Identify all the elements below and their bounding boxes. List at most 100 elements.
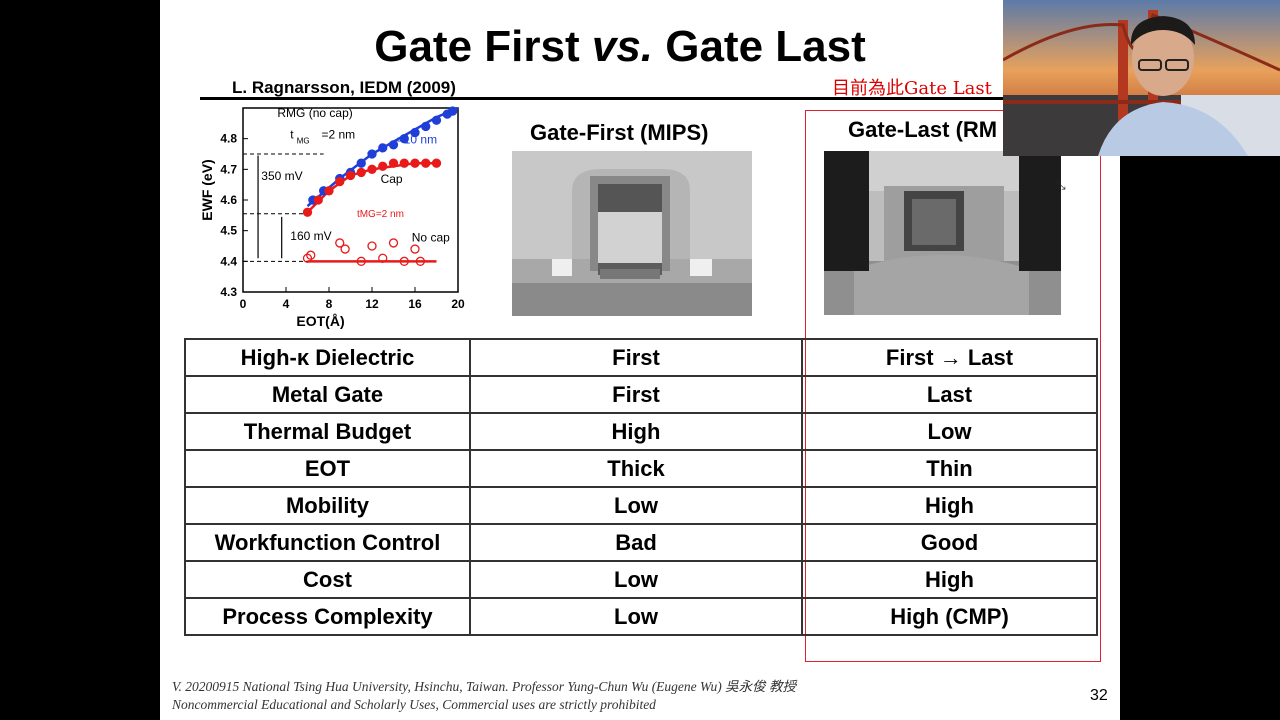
annotation-350mv: 350 mV bbox=[261, 169, 302, 183]
data-point bbox=[410, 127, 420, 138]
row-label: Mobility bbox=[184, 486, 471, 525]
annotation-cap: Cap bbox=[381, 172, 403, 186]
data-point bbox=[313, 195, 323, 205]
data-point bbox=[356, 158, 366, 168]
title-divider bbox=[200, 97, 1040, 100]
y-tick-label: 4.5 bbox=[220, 224, 237, 238]
table-row: High-κ Dielectric First First → Last bbox=[184, 338, 1098, 377]
page-number: 32 bbox=[1090, 687, 1108, 704]
data-point bbox=[410, 158, 420, 168]
webcam-frame bbox=[1003, 0, 1280, 156]
data-point bbox=[431, 158, 442, 168]
data-point bbox=[340, 244, 350, 254]
fit-line bbox=[306, 106, 459, 208]
data-point bbox=[421, 121, 431, 132]
table-row: Workfunction Control Bad Good bbox=[184, 523, 1098, 562]
footer-copyright: V. 20200915 National Tsing Hua Universit… bbox=[172, 679, 797, 694]
table-row: Mobility Low High bbox=[184, 486, 1098, 525]
x-tick-label: 20 bbox=[451, 297, 465, 311]
data-point bbox=[302, 207, 313, 217]
title-text-a: Gate First bbox=[374, 22, 592, 71]
row-label: Process Complexity bbox=[184, 597, 471, 636]
gate-last-tem-picture bbox=[824, 151, 1061, 315]
data-point bbox=[367, 149, 377, 159]
gate-last-value: Good bbox=[801, 523, 1098, 562]
data-point bbox=[324, 186, 334, 196]
gate-last-value: High bbox=[801, 560, 1098, 599]
annotation-rmg: RMG (no cap) bbox=[277, 106, 352, 120]
data-point bbox=[399, 256, 409, 266]
presenter-webcam-video[interactable] bbox=[1003, 0, 1280, 156]
annotation-mg-sub: MG bbox=[297, 136, 310, 145]
gate-last-value: Last bbox=[801, 375, 1098, 414]
annotation-2nm: =2 nm bbox=[321, 128, 355, 142]
gate-first-label: Gate-First (MIPS) bbox=[530, 120, 709, 145]
x-tick-label: 8 bbox=[326, 297, 333, 311]
table-row: Thermal Budget High Low bbox=[184, 412, 1098, 451]
row-label: High-κ Dielectric bbox=[184, 338, 471, 377]
gate-first-value: First bbox=[469, 375, 803, 414]
gate-first-value: Low bbox=[469, 486, 803, 525]
gate-first-value: Bad bbox=[469, 523, 803, 562]
y-tick-label: 4.7 bbox=[220, 162, 237, 176]
data-point bbox=[378, 253, 388, 263]
footer-usage-notice: Noncommercial Educational and Scholarly … bbox=[172, 697, 656, 712]
data-point bbox=[410, 244, 420, 254]
gate-first-value: Thick bbox=[469, 449, 803, 488]
gate-last-value: First → Last bbox=[801, 338, 1098, 377]
gate-last-value: High bbox=[801, 486, 1098, 525]
gate-last-value: Low bbox=[801, 412, 1098, 451]
title-text-b: Gate Last bbox=[653, 22, 866, 71]
data-point bbox=[388, 140, 399, 150]
annotation-note: 目前為此Gate Last bbox=[832, 78, 992, 99]
slide-title: Gate First vs. Gate Last bbox=[160, 22, 1080, 72]
gate-first-value: Low bbox=[469, 560, 803, 599]
x-axis-label: EOT(Å) bbox=[296, 313, 344, 329]
x-tick-label: 12 bbox=[365, 297, 379, 311]
y-axis-label: EWF (eV) bbox=[199, 159, 215, 220]
table-row: EOT Thick Thin bbox=[184, 449, 1098, 488]
data-point bbox=[356, 167, 366, 178]
data-point bbox=[399, 134, 409, 144]
data-point bbox=[447, 106, 458, 116]
data-point bbox=[388, 238, 399, 248]
data-point bbox=[388, 158, 399, 168]
data-point bbox=[302, 253, 313, 263]
data-point bbox=[399, 158, 409, 168]
gate-first-value: First bbox=[469, 338, 803, 377]
annotation-nocap: No cap bbox=[412, 230, 450, 244]
y-tick-label: 4.3 bbox=[220, 285, 237, 299]
gate-last-value: Thin bbox=[801, 449, 1098, 488]
gate-first-tem-image bbox=[512, 151, 752, 316]
y-tick-label: 4.8 bbox=[220, 132, 237, 146]
ewf-vs-eot-chart: 0 4 8 12 16 20 4.3 4.4 4.5 4.6 4.7 4.8 EOT(Å) EWF (eV… bbox=[196, 100, 471, 340]
x-tick-label: 0 bbox=[240, 297, 247, 311]
gate-first-value: Low bbox=[469, 597, 803, 636]
presentation-slide: Gate First vs. Gate Last L. Ragnarsson, … bbox=[160, 0, 1120, 720]
data-point bbox=[431, 115, 442, 125]
mouse-cursor-icon: ⤡ bbox=[1056, 178, 1066, 192]
data-point bbox=[367, 241, 377, 251]
data-point bbox=[421, 158, 431, 168]
row-label: Metal Gate bbox=[184, 375, 471, 414]
annotation-160mv: 160 mV bbox=[290, 229, 331, 243]
data-point bbox=[335, 176, 345, 187]
table-row: Metal Gate First Last bbox=[184, 375, 1098, 414]
y-tick-label: 4.4 bbox=[220, 254, 237, 268]
data-point bbox=[367, 164, 377, 174]
data-point bbox=[415, 256, 426, 266]
gate-last-label: Gate-Last (RM bbox=[848, 117, 998, 142]
title-text-vs: vs. bbox=[591, 22, 654, 71]
data-point bbox=[345, 170, 356, 181]
gate-first-tem-picture bbox=[512, 151, 752, 316]
y-tick-label: 4.6 bbox=[220, 193, 237, 207]
data-point bbox=[306, 250, 316, 260]
data-point bbox=[378, 143, 388, 153]
slide-footer: V. 20200915 National Tsing Hua Universit… bbox=[172, 678, 796, 714]
annotation-10nm: =10 nm bbox=[397, 132, 437, 146]
gate-last-tem-image bbox=[824, 151, 1061, 315]
reference-citation: L. Ragnarsson, IEDM (2009) bbox=[232, 78, 456, 97]
table-row: Cost Low High bbox=[184, 560, 1098, 599]
row-label: Cost bbox=[184, 560, 471, 599]
annotation-t: t bbox=[290, 128, 294, 142]
